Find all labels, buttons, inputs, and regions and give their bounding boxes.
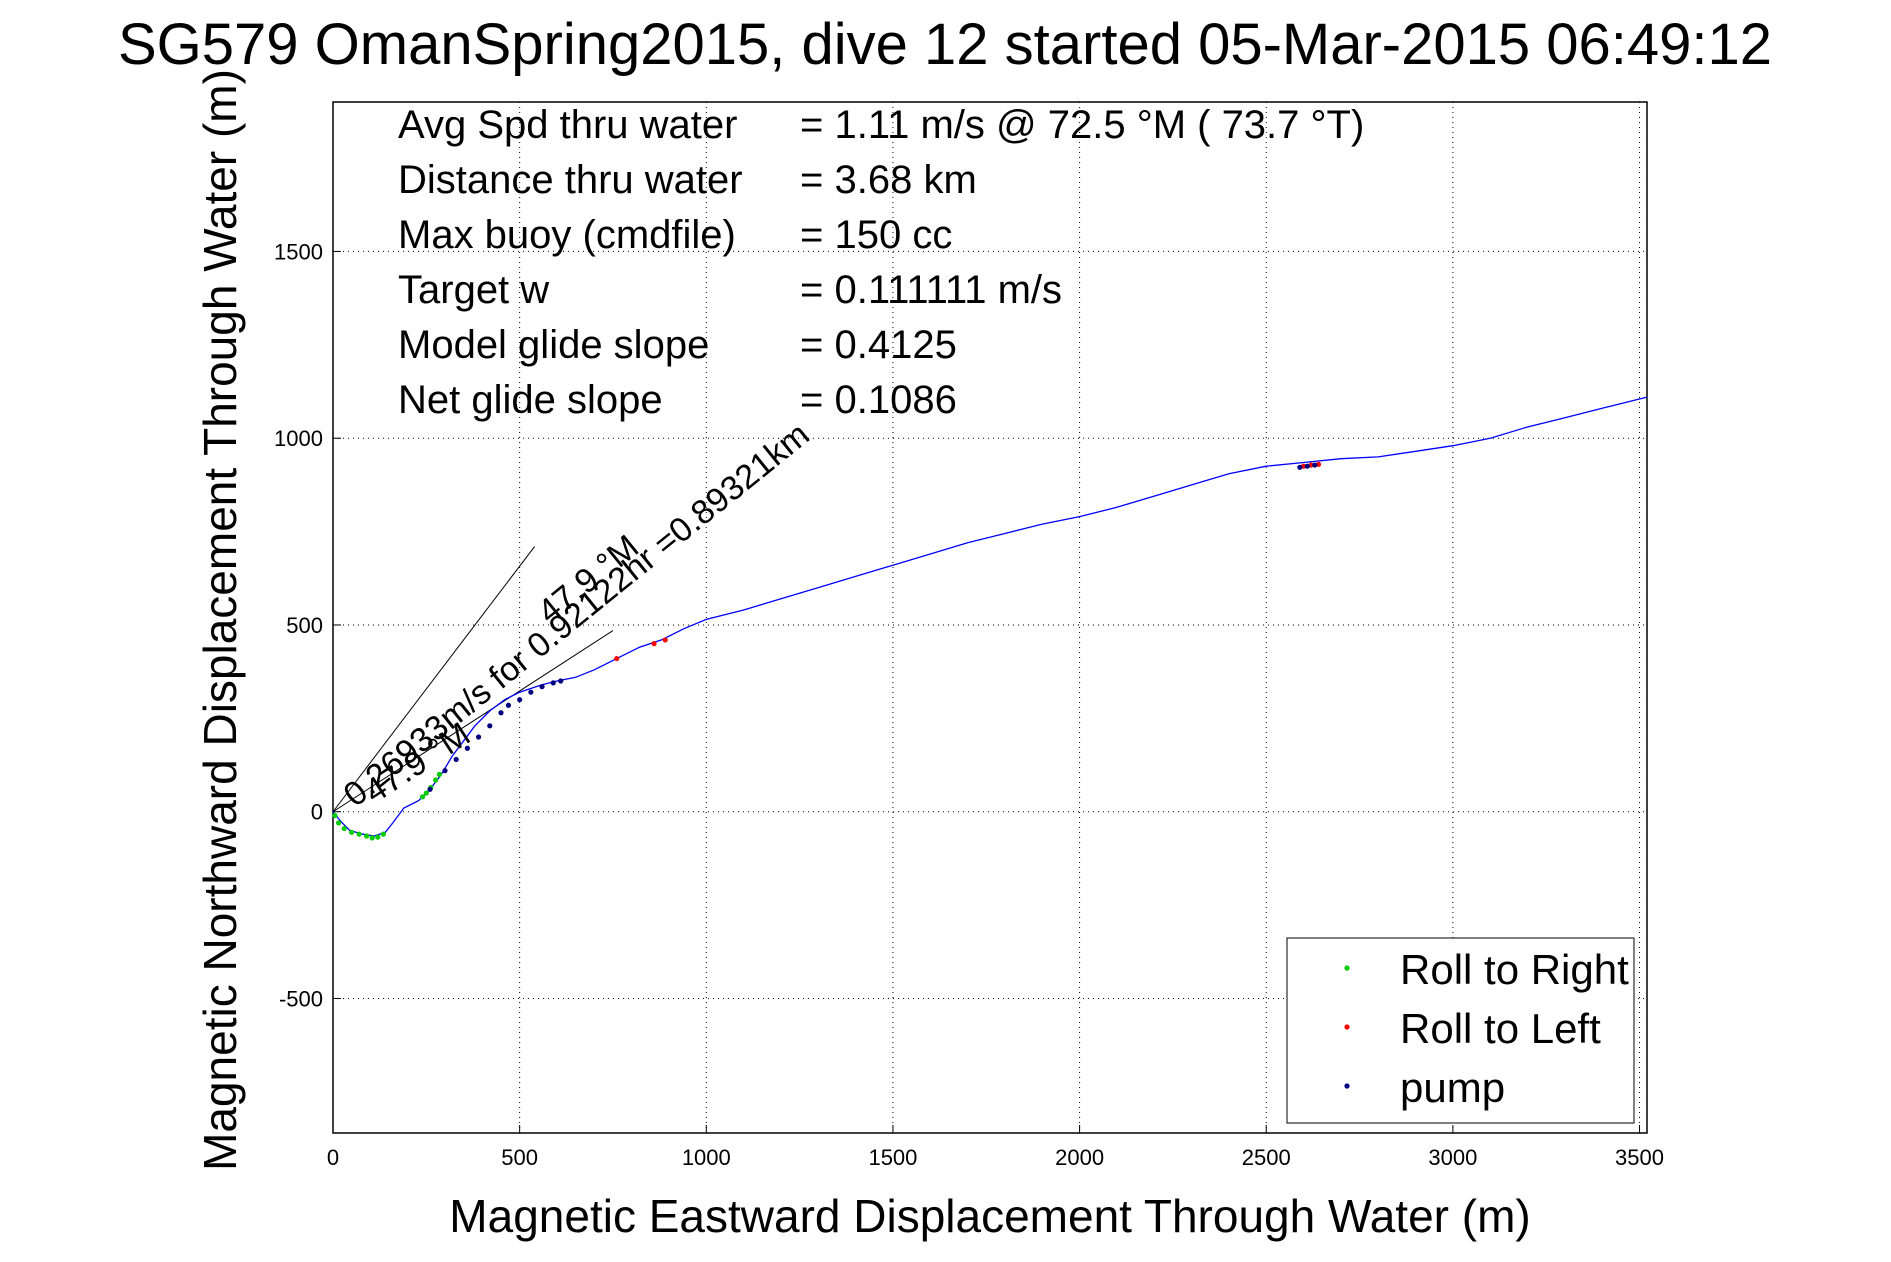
info-value: = 0.111111 m/s [800,268,1062,312]
legend-marker [1344,1024,1350,1030]
info-value: = 150 cc [800,213,952,257]
pump-marker [528,689,534,695]
roll-right-marker [341,825,347,832]
y-tick-label: 1000 [274,426,323,451]
roll-right-marker [423,790,429,796]
info-value: = 1.11 m/s @ 72.5 °M ( 73.7 °T) [800,103,1364,147]
roll-left-marker [662,637,668,643]
info-label: Max buoy (cmdfile) [398,213,736,257]
info-value: = 0.1086 [800,378,957,422]
info-box: Avg Spd thru water = 1.11 m/s @ 72.5 °M (… [398,103,1364,422]
x-axis-label: Magnetic Eastward Displacement Through W… [449,1190,1530,1242]
chart-title: SG579 OmanSpring2015, dive 12 started 05… [118,12,1772,77]
x-tick-label: 0 [327,1145,339,1170]
pump-marker [427,786,433,792]
x-tick-label: 3500 [1615,1145,1664,1170]
pump-marker [464,745,470,751]
pump-marker [1297,464,1303,470]
roll-right-marker [433,777,439,783]
y-axis-label: Magnetic Northward Displacement Through … [194,69,246,1171]
info-value: = 3.68 km [800,158,977,202]
legend-marker [1344,965,1350,971]
roll-right-marker [436,771,442,777]
legend: Roll to Right Roll to Left pump [1286,937,1635,1124]
roll-left-marker [651,641,657,647]
pump-marker [475,734,482,740]
roll-left-marker [614,655,620,662]
x-tick-label: 2000 [1055,1145,1104,1170]
x-tick-label: 1500 [868,1145,917,1170]
info-label: Avg Spd thru water [398,103,737,147]
pump-marker [1312,462,1318,468]
y-tick-label: -500 [279,987,323,1012]
roll-right-marker [369,835,375,841]
x-tick-label: 500 [501,1145,538,1170]
reference-line [332,630,614,813]
legend-box [1286,937,1635,1124]
roll-right-marker [349,829,355,835]
ticks: 0 500 1000 1500 2000 2500 3000 3500 -500 0 500 1000… [274,239,1664,1170]
legend-label: Roll to Right [1400,946,1629,993]
roll-right-marker [375,834,381,840]
pump-marker [505,702,512,708]
reference-lines [332,546,614,813]
pump-marker [442,768,448,774]
grid [332,102,1647,1133]
pump-marker [487,723,493,729]
info-label: Model glide slope [398,323,709,367]
markers [332,461,1322,841]
reference-line [332,546,535,813]
pump-marker [558,678,564,684]
legend-marker [1344,1083,1350,1089]
pump-marker [517,697,523,703]
pump-marker [550,680,556,686]
pump-marker [498,710,504,716]
legend-label: Roll to Left [1400,1005,1601,1052]
info-value: = 0.4125 [800,323,957,367]
roll-right-marker [419,794,426,800]
roll-right-marker [332,812,338,819]
info-label: Distance thru water [398,158,743,202]
roll-right-marker [363,833,370,839]
roll-right-marker [380,831,386,837]
x-tick-label: 3000 [1428,1145,1477,1170]
y-tick-label: 1500 [274,239,323,264]
y-tick-label: 0 [311,800,323,825]
x-tick-label: 2500 [1242,1145,1291,1170]
roll-right-marker [356,831,362,837]
info-label: Net glide slope [398,378,663,422]
pump-marker [453,756,459,763]
info-label: Target w [398,268,549,312]
y-tick-label: 500 [286,613,323,638]
pump-marker [1304,463,1310,469]
x-tick-label: 1000 [682,1145,731,1170]
roll-right-marker [335,820,342,826]
pump-marker [539,684,545,690]
legend-label: pump [1400,1064,1505,1111]
